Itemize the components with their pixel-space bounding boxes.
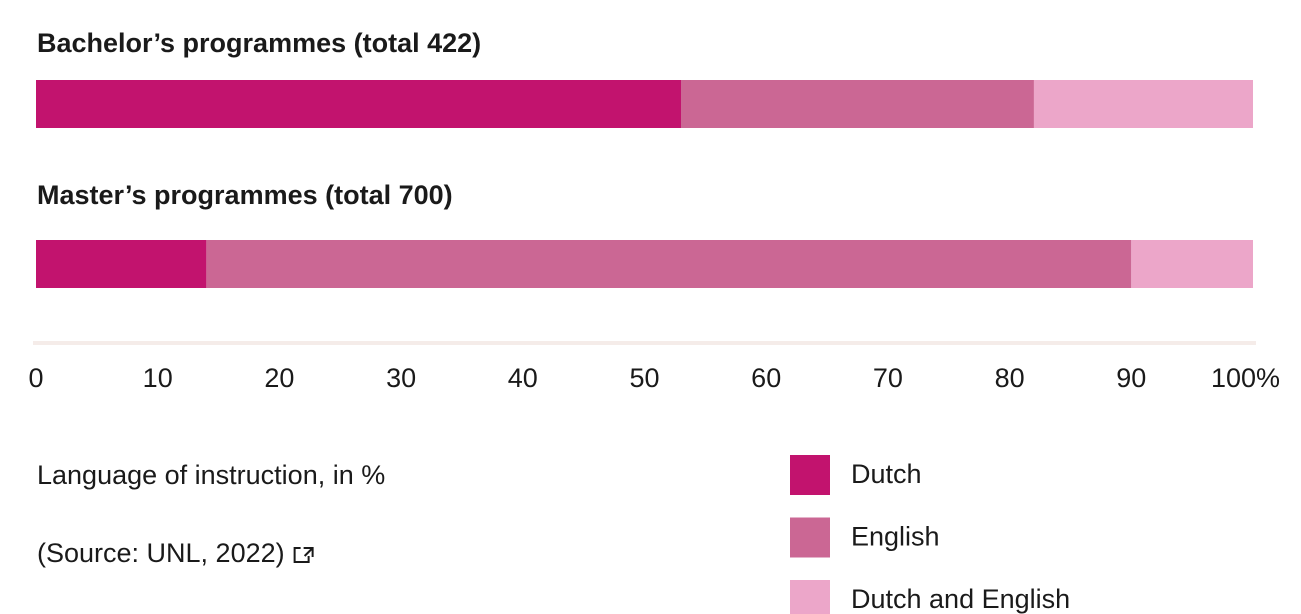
x-tick-label: 10 xyxy=(143,363,173,393)
legend-label: English xyxy=(851,522,940,552)
source[interactable]: (Source: UNL, 2022) xyxy=(37,538,285,568)
icon-box xyxy=(293,547,310,563)
bar-segment xyxy=(1131,240,1253,288)
legend-label: Dutch and English xyxy=(851,584,1070,614)
x-tick-label: 0 xyxy=(28,363,43,393)
x-tick-label: 60 xyxy=(751,363,781,393)
bar-segment xyxy=(206,240,1132,288)
legend-swatch xyxy=(790,455,830,495)
x-tick-label: 20 xyxy=(264,363,294,393)
bar-segment xyxy=(1033,80,1253,128)
x-tick-label: 100% xyxy=(1211,363,1280,393)
bar-segment xyxy=(36,80,682,128)
bar-segment xyxy=(681,80,1034,128)
bar-segment xyxy=(36,240,207,288)
source-link[interactable]: (Source: UNL, 2022) xyxy=(37,538,285,568)
x-tick-label: 70 xyxy=(873,363,903,393)
x-tick-label: 90 xyxy=(1116,363,1146,393)
x-tick-label: 50 xyxy=(629,363,659,393)
external-link-icon[interactable] xyxy=(293,547,314,563)
x-tick-label: 30 xyxy=(386,363,416,393)
legend-label: Dutch xyxy=(851,459,922,489)
legend-swatch xyxy=(790,517,830,558)
category-label: Bachelor’s programmes (total 422) xyxy=(37,28,481,58)
caption: Language of instruction, in % xyxy=(37,460,385,490)
icon-arrow xyxy=(303,547,314,557)
x-tick-label: 80 xyxy=(995,363,1025,393)
category-label: Master’s programmes (total 700) xyxy=(37,180,453,210)
x-tick-label: 40 xyxy=(508,363,538,393)
legend-swatch xyxy=(790,580,830,614)
